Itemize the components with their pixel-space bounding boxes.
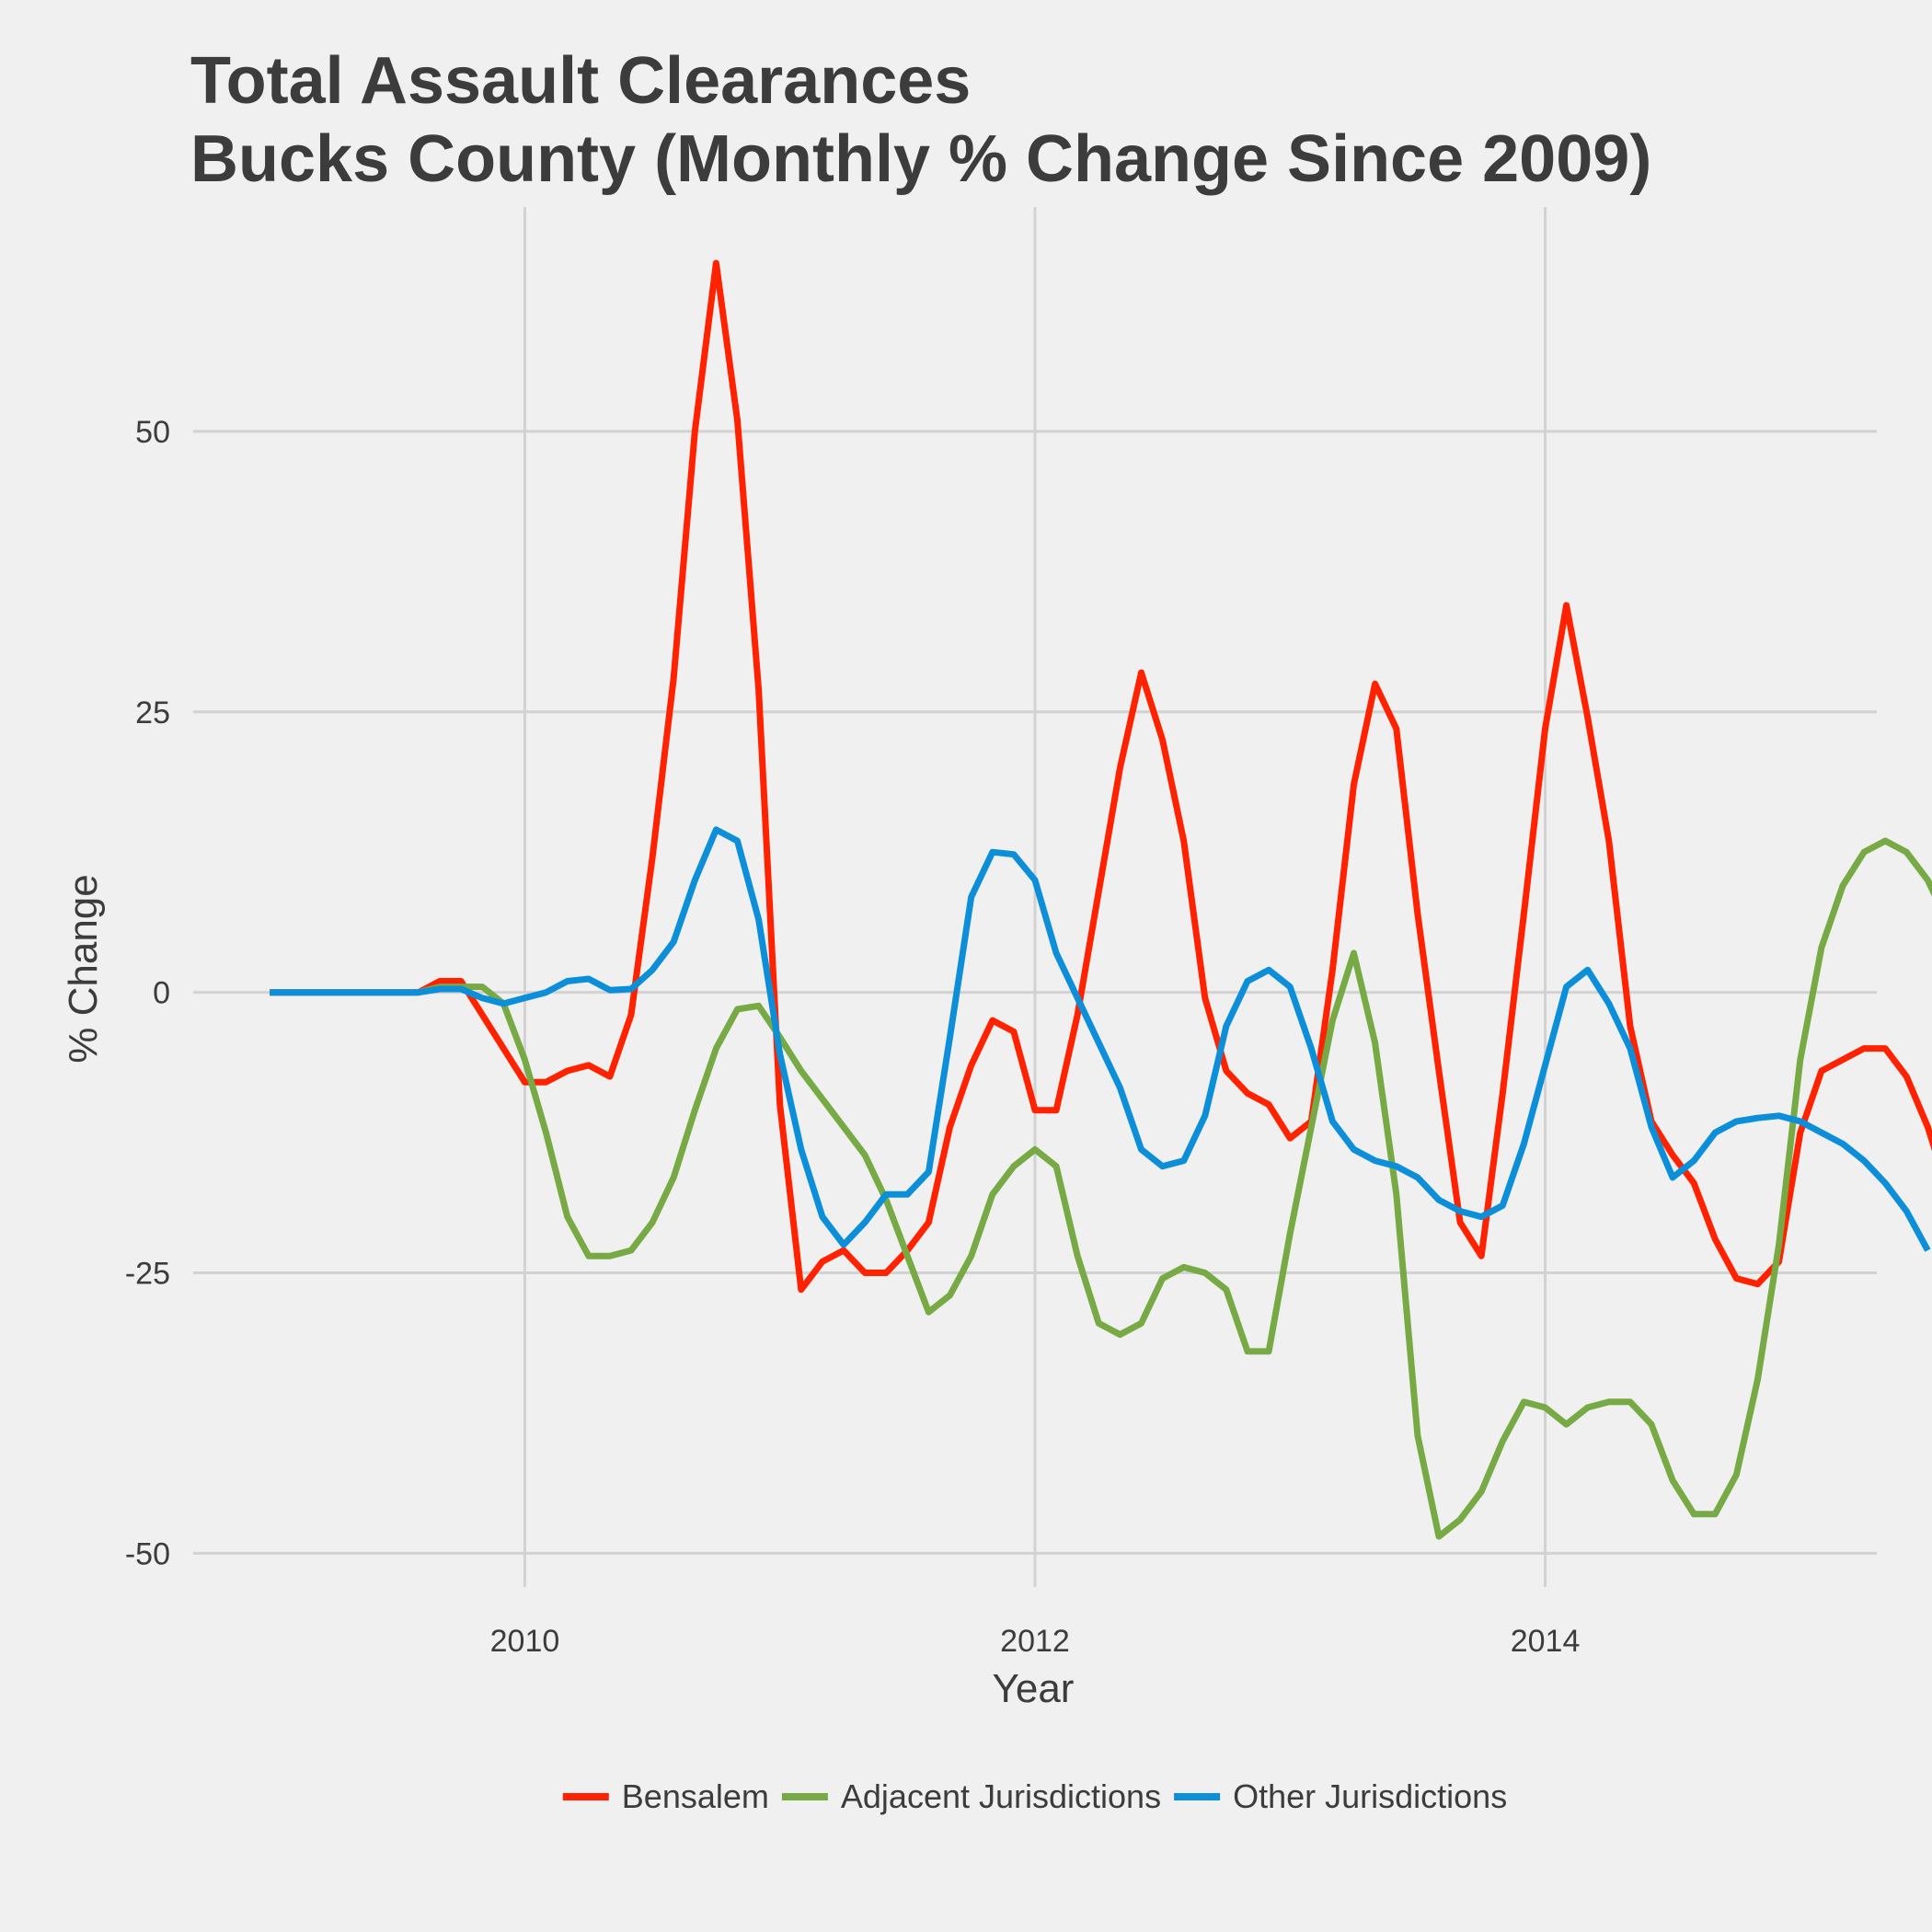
y-tick-label: 50 (135, 415, 170, 450)
series-line-bensalem (270, 259, 1932, 1294)
x-tick-labels: 2010 2012 2014 (490, 1624, 1581, 1659)
y-tick-labels: -50 -25 0 25 50 (125, 415, 170, 1572)
series-line-other-jurisdictions (270, 826, 1931, 1252)
legend-label: Bensalem (622, 1777, 769, 1815)
legend-item: Other Jurisdictions (1174, 1777, 1507, 1815)
y-axis-label: % Change (61, 874, 106, 1063)
y-tick-label: 0 (153, 976, 170, 1011)
y-tick-label: 25 (135, 696, 170, 730)
x-axis-label: Year (993, 1666, 1075, 1711)
y-tick-label: -50 (125, 1536, 170, 1571)
y-tick-label: -25 (125, 1257, 170, 1292)
legend-item: Adjacent Jurisdictions (781, 1777, 1161, 1815)
x-tick-label: 2012 (1000, 1624, 1070, 1659)
chart-title: Total Assault Clearances (190, 44, 971, 118)
legend-label: Adjacent Jurisdictions (841, 1777, 1161, 1815)
series-lines (270, 259, 1932, 1540)
legend: Bensalem Adjacent Jurisdictions Other Juri… (562, 1777, 1507, 1815)
legend-item: Bensalem (562, 1777, 769, 1815)
legend-label: Other Jurisdictions (1233, 1777, 1507, 1815)
x-tick-label: 2014 (1511, 1624, 1581, 1659)
chart-subtitle: Bucks County (Monthly % Change Since 200… (190, 122, 1651, 196)
series-line-adjacent-jurisdictions (270, 837, 1932, 1540)
x-tick-label: 2010 (490, 1624, 560, 1659)
